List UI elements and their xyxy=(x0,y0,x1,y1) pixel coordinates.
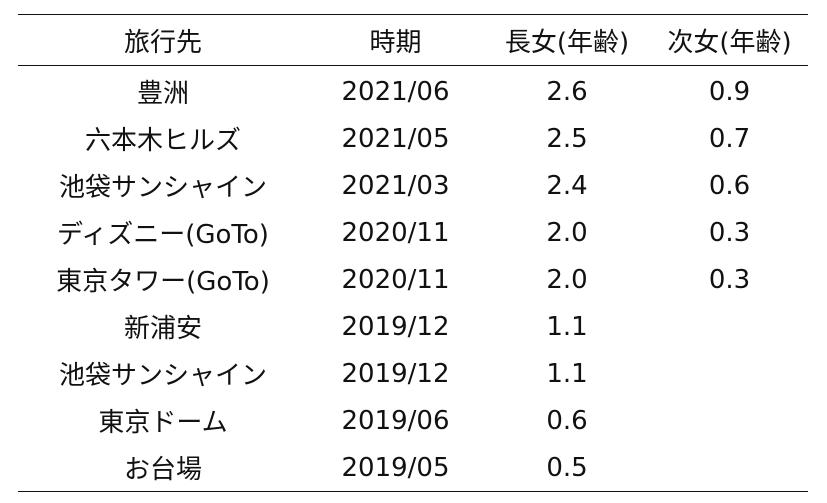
trip-table: 旅行先 時期 長女(年齢) 次女(年齢) 豊洲 2021/06 2.6 0.9 … xyxy=(18,14,808,492)
header-destination: 旅行先 xyxy=(123,27,202,58)
cell-second-age: 0.6 xyxy=(708,170,751,201)
table-row: 六本木ヒルズ 2021/05 2.5 0.7 xyxy=(18,115,808,162)
cell-eldest-age: 0.5 xyxy=(546,452,588,483)
header-second-daughter-age: 次女(年齢) xyxy=(667,27,792,58)
table-row: 東京タワー(GoTo) 2020/11 2.0 0.3 xyxy=(18,256,808,303)
cell-eldest-age: 0.6 xyxy=(546,405,588,436)
cell-eldest-age: 2.4 xyxy=(546,170,588,201)
table-row: ディズニー(GoTo) 2020/11 2.0 0.3 xyxy=(18,209,808,256)
table-row: 新浦安 2019/12 1.1 xyxy=(18,303,808,350)
cell-eldest-age: 2.0 xyxy=(546,217,588,248)
cell-period: 2020/11 xyxy=(341,217,450,248)
table-header: 旅行先 時期 長女(年齢) 次女(年齢) xyxy=(18,14,808,66)
table-row: お台場 2019/05 0.5 xyxy=(18,444,808,492)
cell-destination: 新浦安 xyxy=(123,314,202,344)
cell-period: 2019/12 xyxy=(341,358,450,389)
cell-destination: 東京ドーム xyxy=(98,408,228,438)
cell-destination: 六本木ヒルズ xyxy=(84,126,241,156)
cell-destination: 池袋サンシャイン xyxy=(58,173,267,203)
cell-second-age xyxy=(651,444,808,492)
cell-second-age: 0.9 xyxy=(708,76,751,107)
cell-second-age xyxy=(651,303,808,350)
table-row: 池袋サンシャイン 2021/03 2.4 0.6 xyxy=(18,162,808,209)
cell-destination: 豊洲 xyxy=(136,79,189,109)
cell-eldest-age: 1.1 xyxy=(546,358,588,389)
header-period: 時期 xyxy=(369,27,422,58)
cell-second-age xyxy=(651,350,808,397)
header-eldest-daughter-age: 長女(年齢) xyxy=(504,27,630,58)
cell-eldest-age: 2.0 xyxy=(546,264,588,295)
cell-eldest-age: 1.1 xyxy=(546,311,588,342)
cell-period: 2019/06 xyxy=(341,405,450,436)
cell-second-age: 0.7 xyxy=(708,123,751,154)
cell-second-age: 0.3 xyxy=(708,264,751,295)
cell-second-age: 0.3 xyxy=(708,217,751,248)
cell-eldest-age: 2.6 xyxy=(546,76,588,107)
cell-period: 2020/11 xyxy=(341,264,450,295)
cell-period: 2019/12 xyxy=(341,311,450,342)
cell-period: 2019/05 xyxy=(341,452,450,483)
cell-eldest-age: 2.5 xyxy=(546,123,588,154)
cell-destination: 東京タワー(GoTo) xyxy=(56,267,270,297)
cell-period: 2021/03 xyxy=(341,170,450,201)
cell-period: 2021/05 xyxy=(341,123,450,154)
cell-destination: ディズニー(GoTo) xyxy=(57,220,269,250)
table-row: 豊洲 2021/06 2.6 0.9 xyxy=(18,66,808,116)
cell-destination: お台場 xyxy=(123,455,202,485)
table-row: 池袋サンシャイン 2019/12 1.1 xyxy=(18,350,808,397)
table-body: 豊洲 2021/06 2.6 0.9 六本木ヒルズ 2021/05 2.5 0.… xyxy=(18,66,808,492)
table-row: 東京ドーム 2019/06 0.6 xyxy=(18,397,808,444)
trip-table-container: 旅行先 時期 長女(年齢) 次女(年齢) 豊洲 2021/06 2.6 0.9 … xyxy=(18,14,808,492)
cell-destination: 池袋サンシャイン xyxy=(58,361,267,391)
cell-period: 2021/06 xyxy=(341,76,450,107)
cell-second-age xyxy=(651,397,808,444)
header-row: 旅行先 時期 長女(年齢) 次女(年齢) xyxy=(18,14,808,66)
